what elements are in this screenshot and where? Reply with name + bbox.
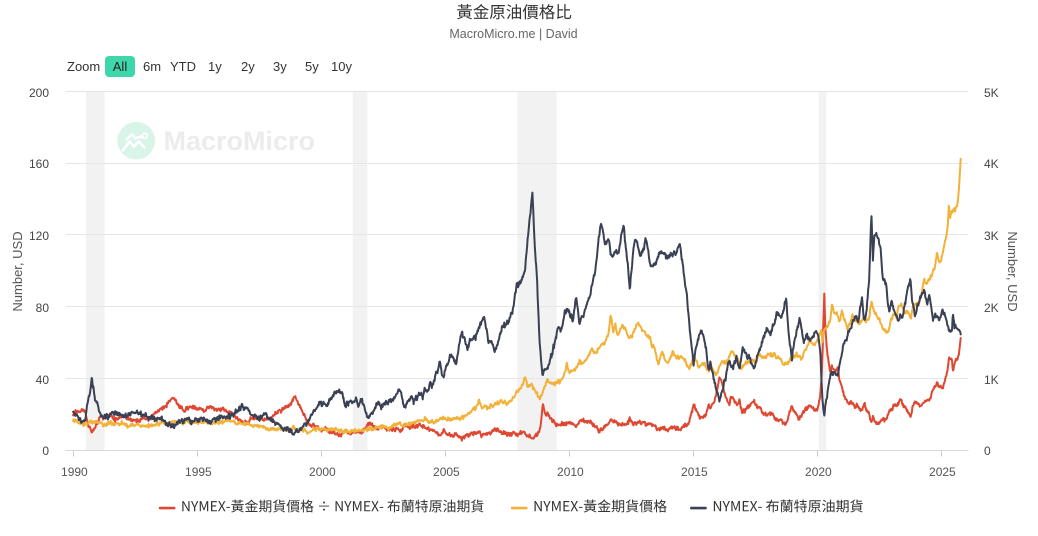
svg-text:MacroMicro: MacroMicro: [164, 126, 316, 156]
